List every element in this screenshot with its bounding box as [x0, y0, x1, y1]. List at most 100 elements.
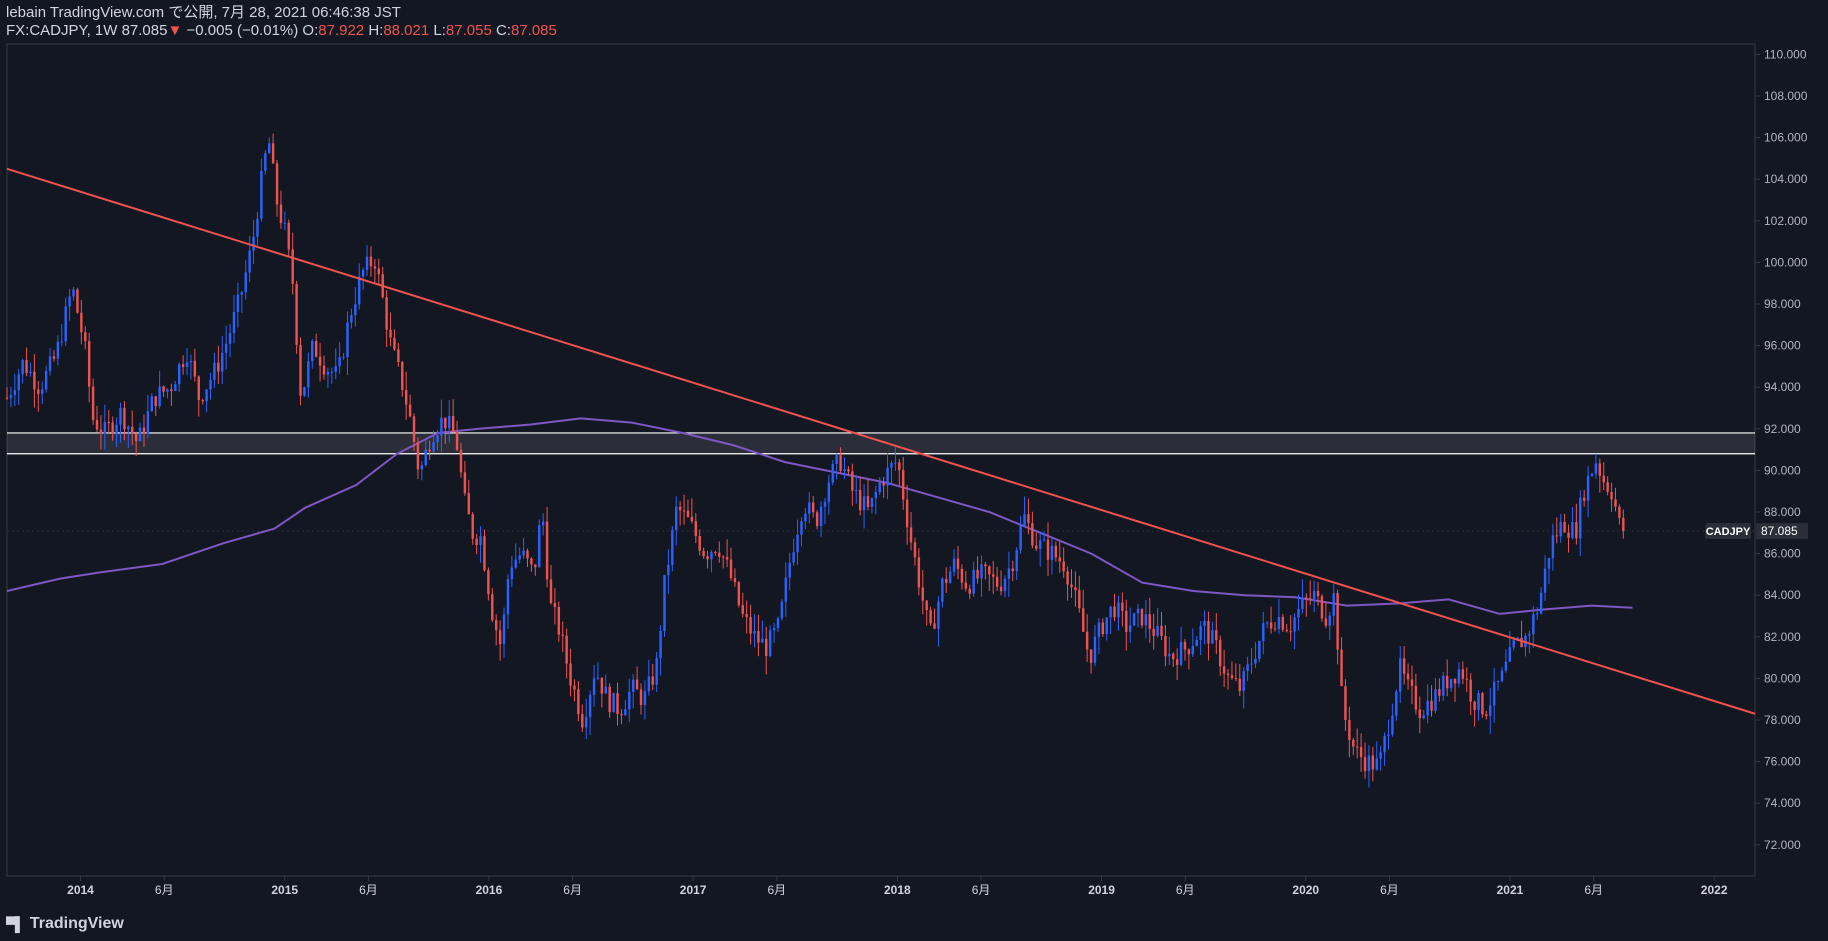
candle-body [1113, 606, 1116, 618]
candle-body [917, 557, 921, 588]
candle-body [13, 390, 17, 395]
candle-body [1340, 649, 1343, 687]
candle-body [1301, 597, 1304, 609]
candle-body [581, 714, 584, 728]
candle-body [1038, 540, 1042, 549]
candle-body [588, 694, 592, 718]
candle-body [115, 424, 118, 435]
y-tick-label: 104.000 [1764, 172, 1808, 186]
candle-body [307, 361, 310, 388]
candle-body [412, 416, 416, 442]
candle-body [1563, 521, 1566, 533]
candle-body [620, 714, 623, 716]
candle-body [174, 384, 177, 392]
y-tick-label: 108.000 [1764, 89, 1808, 103]
candle-body [690, 516, 694, 522]
candle-body [459, 449, 463, 473]
candle-body [1395, 691, 1398, 716]
candle-body [702, 550, 705, 557]
high-label: H: [368, 22, 384, 39]
candle-body [1586, 475, 1590, 501]
candle-body [311, 340, 314, 362]
candle-body [1606, 482, 1609, 492]
candle-body [1445, 675, 1449, 689]
publish-info: lebain TradingView.com で公開, 7月 28, 2021 … [6, 4, 401, 21]
candle-body [1183, 641, 1187, 650]
candle-body [811, 502, 815, 513]
candle-body [639, 689, 643, 706]
candle-body [882, 482, 885, 486]
x-tick-label: 6月 [359, 883, 378, 897]
trendline [6, 167, 1756, 715]
candle-body [1449, 678, 1453, 689]
candle-body [369, 256, 373, 267]
candle-body [541, 521, 545, 526]
candle-body [283, 222, 287, 224]
candle-body [1547, 558, 1551, 569]
candle-body [119, 407, 122, 425]
candle-body [1281, 616, 1285, 630]
candle-body [1481, 692, 1484, 715]
candle-body [733, 578, 737, 583]
candle-body [326, 371, 330, 375]
candle-body [1164, 635, 1167, 657]
x-tick-label: 6月 [563, 883, 582, 897]
candle-body [992, 574, 995, 577]
candle-body [1344, 686, 1347, 721]
y-tick-label: 98.000 [1764, 297, 1801, 311]
plot-frame [6, 43, 1756, 877]
candle-body [432, 442, 435, 452]
candle-body [1457, 669, 1461, 684]
candle-body [189, 360, 193, 363]
candle-body [761, 638, 764, 643]
candle-body [1532, 614, 1535, 635]
candle-body [209, 379, 212, 390]
candle-body [1383, 735, 1386, 753]
candle-body [322, 365, 326, 375]
candle-body [201, 400, 204, 402]
candle-body [29, 371, 32, 374]
candle-body [37, 389, 40, 394]
candle-body [718, 552, 721, 557]
candle-body [295, 283, 298, 345]
x-tick-label: 6月 [972, 883, 991, 897]
candle-body [1172, 653, 1175, 660]
candle-body [1320, 596, 1324, 619]
candle-body [1367, 755, 1371, 771]
candle-body [1469, 679, 1472, 702]
candle-body [999, 586, 1003, 592]
candle-body [107, 422, 110, 424]
candle-body [1250, 663, 1253, 665]
candle-body [780, 601, 784, 619]
candle-body [745, 613, 748, 618]
tradingview-logo[interactable]: ▀▌ TradingView [6, 915, 124, 933]
candle-body [1046, 539, 1050, 560]
candle-body [1305, 597, 1308, 599]
candle-body [753, 631, 756, 634]
y-tick-label: 72.000 [1764, 838, 1801, 852]
candle-body [213, 362, 216, 380]
candle-body [1144, 614, 1148, 626]
candle-body [569, 663, 572, 686]
candle-body [1352, 739, 1355, 747]
candle-body [549, 579, 553, 604]
candle-body [52, 356, 56, 359]
symbol-tag-bg [1705, 523, 1751, 540]
candle-body [945, 578, 948, 583]
candle-body [1285, 629, 1288, 632]
candle-body [25, 360, 28, 374]
candle-body [479, 536, 482, 545]
tradingview-logo-icon: ▀▌ [6, 916, 25, 932]
candle-body [318, 356, 322, 366]
candle-body [1410, 679, 1414, 686]
candle-body [1332, 593, 1335, 616]
candle-body [428, 449, 431, 452]
candle-body [858, 490, 862, 511]
y-tick-label: 96.000 [1764, 339, 1801, 353]
candle-body [1496, 681, 1500, 683]
candle-body [377, 268, 381, 275]
x-tick-label: 6月 [1584, 883, 1603, 897]
candle-body [1226, 673, 1230, 676]
candle-body [815, 512, 819, 527]
